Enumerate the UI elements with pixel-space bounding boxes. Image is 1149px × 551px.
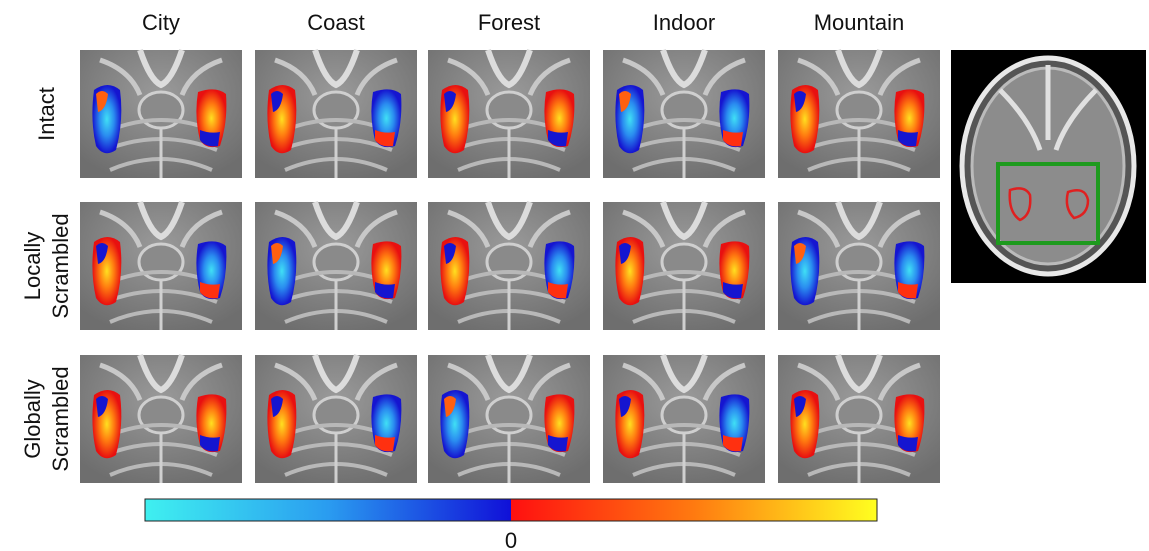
column-label: Indoor — [653, 10, 715, 35]
brain-slice — [778, 355, 940, 483]
colorbar — [145, 499, 877, 521]
brain-slice — [603, 202, 765, 330]
brain-slice — [428, 355, 590, 483]
panel-grid: City Coast Forest Indoor Mountain Intact Local… — [20, 10, 940, 483]
row-label: Scrambled — [48, 213, 73, 318]
brain-slice — [428, 50, 590, 178]
column-label: Coast — [307, 10, 364, 35]
brain-slice — [778, 50, 940, 178]
brain-slice — [255, 202, 417, 330]
brain-slice — [80, 355, 242, 483]
brain-slice — [255, 50, 417, 178]
brain-slice — [603, 355, 765, 483]
column-label: City — [142, 10, 180, 35]
row-label: Intact — [34, 87, 59, 141]
brain-slice — [255, 355, 417, 483]
reference-brain — [951, 50, 1146, 283]
column-label: Forest — [478, 10, 540, 35]
brain-slice — [778, 202, 940, 330]
row-label: Globally — [20, 379, 45, 458]
brain-slice — [80, 202, 242, 330]
brain-slice — [80, 50, 242, 178]
brain-slice — [428, 202, 590, 330]
brain-slice — [603, 50, 765, 178]
figure: City Coast Forest Indoor Mountain Intact Local… — [0, 0, 1149, 551]
row-label: Locally — [20, 232, 45, 300]
colorbar-label: 0 — [505, 528, 517, 551]
row-label: Scrambled — [48, 366, 73, 471]
column-label: Mountain — [814, 10, 905, 35]
